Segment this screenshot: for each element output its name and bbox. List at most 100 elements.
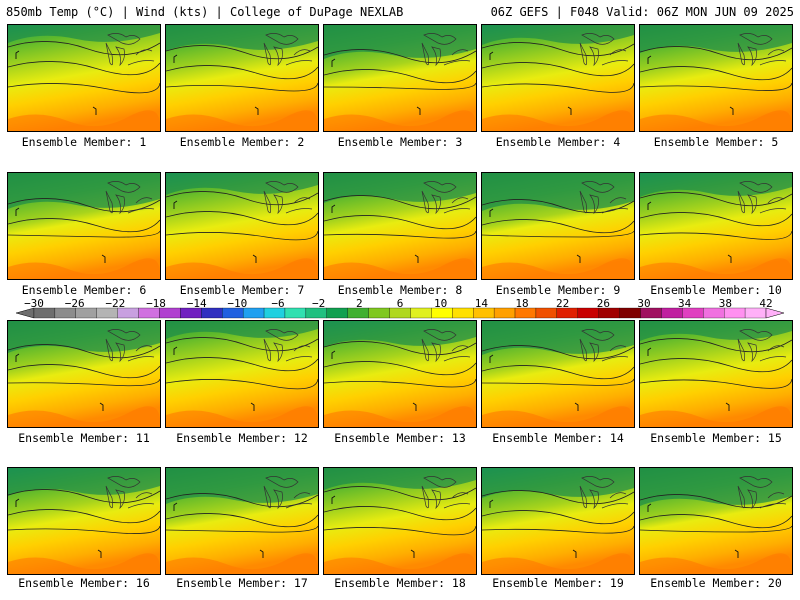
isotherm-contours bbox=[482, 490, 634, 534]
wind-barbs bbox=[331, 58, 421, 115]
colorbar-tick-label: −6 bbox=[271, 297, 285, 310]
cold-core bbox=[8, 468, 160, 496]
colorbar-tick-label: −10 bbox=[227, 297, 248, 310]
wind-barbs bbox=[647, 347, 730, 411]
colorbar-tick-label: 14 bbox=[474, 297, 488, 310]
wind-barbs bbox=[173, 502, 264, 558]
ensemble-member-map bbox=[323, 172, 477, 280]
warm-patch bbox=[166, 406, 318, 427]
cold-core bbox=[166, 25, 318, 51]
cold-core bbox=[640, 25, 792, 53]
cold-core bbox=[482, 25, 634, 45]
isotherm-contours bbox=[640, 494, 792, 533]
colorbar-right-arrow bbox=[765, 307, 785, 319]
great-lakes-outline bbox=[263, 329, 313, 363]
isotherm-contours bbox=[166, 191, 318, 241]
ensemble-member-caption: Ensemble Member: 2 bbox=[179, 135, 305, 149]
cold-core bbox=[8, 25, 160, 43]
isotherm-contours bbox=[482, 42, 634, 93]
colorbar-swatch bbox=[577, 307, 599, 319]
cold-core bbox=[166, 468, 318, 504]
colorbar-tick-label: 18 bbox=[515, 297, 529, 310]
header-left-title: 850mb Temp (°C) | Wind (kts) | College o… bbox=[6, 5, 404, 19]
ensemble-member-map bbox=[639, 320, 793, 428]
ensemble-member-map bbox=[481, 172, 635, 280]
header-right-title: 06Z GEFS | F048 Valid: 06Z MON JUN 09 20… bbox=[490, 5, 794, 19]
cold-core bbox=[324, 25, 476, 59]
wind-barbs bbox=[489, 499, 577, 558]
wind-barbs bbox=[15, 207, 106, 263]
ensemble-member-map bbox=[7, 24, 161, 132]
great-lakes-outline bbox=[737, 181, 787, 215]
colorbar-tick-label: −2 bbox=[312, 297, 326, 310]
colorbar-tick-label: 38 bbox=[718, 297, 732, 310]
colorbar-tick-label: 2 bbox=[356, 297, 363, 310]
cold-core bbox=[482, 321, 634, 355]
ensemble-member-caption: Ensemble Member: 3 bbox=[337, 135, 463, 149]
colorbar-swatch bbox=[284, 307, 307, 319]
cold-core bbox=[324, 321, 476, 347]
colorbar-swatch bbox=[493, 307, 516, 319]
isotherm-contours bbox=[324, 486, 476, 536]
cold-core bbox=[166, 173, 318, 195]
wind-barbs bbox=[489, 51, 572, 115]
ensemble-member-caption: Ensemble Member: 16 bbox=[18, 576, 150, 590]
ensemble-member-caption: Ensemble Member: 9 bbox=[495, 283, 621, 297]
colorbar-tick-label: 6 bbox=[396, 297, 404, 310]
warm-patch bbox=[640, 258, 792, 279]
colorbar-tick-label: −14 bbox=[186, 297, 207, 310]
ensemble-member-caption: Ensemble Member: 11 bbox=[18, 431, 150, 445]
colorbar-tick-label: −22 bbox=[105, 297, 126, 310]
warm-patch bbox=[166, 258, 318, 279]
wind-barbs bbox=[331, 204, 419, 263]
warm-patch bbox=[324, 110, 476, 131]
great-lakes-outline bbox=[421, 181, 471, 215]
wind-barbs bbox=[489, 354, 579, 411]
great-lakes-outline bbox=[263, 33, 313, 67]
colorbar-tick-label: −18 bbox=[146, 297, 166, 310]
great-lakes-outline bbox=[263, 476, 313, 510]
ensemble-member-map bbox=[165, 467, 319, 575]
warm-patch bbox=[640, 406, 792, 427]
isotherm-contours bbox=[8, 344, 160, 387]
isotherm-contours bbox=[640, 46, 792, 91]
wind-barbs bbox=[647, 201, 732, 263]
ensemble-member-caption: Ensemble Member: 5 bbox=[653, 135, 779, 149]
great-lakes-outline bbox=[105, 33, 155, 67]
header: 850mb Temp (°C) | Wind (kts) | College o… bbox=[0, 0, 800, 22]
colorbar-tick-label: 22 bbox=[556, 297, 570, 310]
ensemble-member-map bbox=[323, 24, 477, 132]
wind-barbs bbox=[173, 54, 259, 115]
cold-core bbox=[640, 321, 792, 341]
isotherm-contours bbox=[324, 341, 476, 388]
ensemble-member-map bbox=[639, 467, 793, 575]
great-lakes-outline bbox=[579, 329, 629, 363]
isotherm-contours bbox=[166, 45, 318, 92]
ensemble-member-caption: Ensemble Member: 1 bbox=[21, 135, 147, 149]
warm-patch bbox=[324, 406, 476, 427]
ensemble-member-map bbox=[639, 24, 793, 132]
warm-patch bbox=[166, 553, 318, 574]
great-lakes-outline bbox=[263, 181, 313, 215]
cold-core bbox=[8, 173, 160, 209]
ensemble-member-map bbox=[165, 172, 319, 280]
isotherm-contours bbox=[8, 489, 160, 534]
ensemble-member-map bbox=[481, 24, 635, 132]
great-lakes-outline bbox=[421, 476, 471, 510]
isotherm-contours bbox=[324, 49, 476, 90]
ensemble-member-map bbox=[639, 172, 793, 280]
wind-barbs bbox=[647, 503, 739, 558]
colorbar-swatch bbox=[410, 307, 432, 319]
great-lakes-outline bbox=[579, 181, 629, 215]
isotherm-contours bbox=[482, 345, 634, 386]
warm-patch bbox=[482, 110, 634, 131]
cold-core bbox=[166, 321, 318, 339]
wind-barbs bbox=[173, 200, 257, 263]
wind-barbs bbox=[173, 346, 255, 411]
warm-patch bbox=[8, 553, 160, 574]
warm-patch bbox=[482, 553, 634, 574]
colorbar-tick-label: 34 bbox=[678, 297, 692, 310]
ensemble-member-map bbox=[481, 320, 635, 428]
colorbar-tick-label: −30 bbox=[24, 297, 44, 310]
great-lakes-outline bbox=[579, 33, 629, 67]
